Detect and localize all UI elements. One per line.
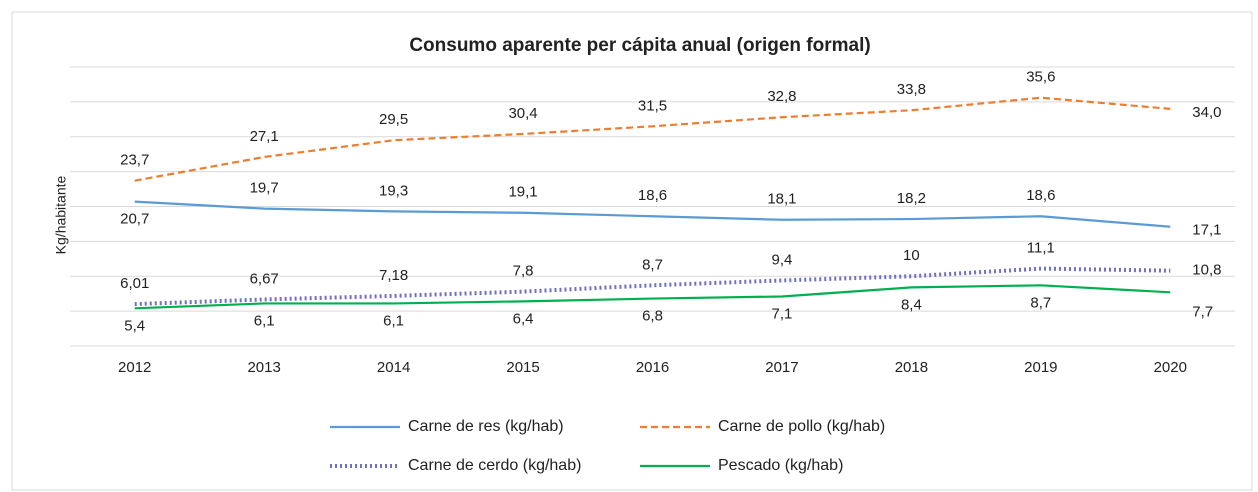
data-label: 32,8 (767, 88, 796, 105)
data-label: 20,7 (120, 211, 149, 228)
x-tick-label: 2013 (247, 359, 280, 376)
data-label: 9,4 (772, 251, 793, 268)
data-label: 7,7 (1192, 303, 1213, 320)
x-tick-label: 2014 (377, 359, 410, 376)
data-label: 17,1 (1192, 222, 1221, 239)
data-label: 7,1 (772, 305, 793, 322)
data-label: 6,4 (513, 310, 534, 327)
data-label: 18,6 (1026, 187, 1055, 204)
data-label: 6,1 (254, 312, 275, 329)
chart-frame (11, 11, 1253, 491)
legend-label: Pescado (kg/hab) (718, 457, 843, 474)
data-label: 19,3 (379, 182, 408, 199)
chart-title: Consumo aparente per cápita anual (orige… (409, 35, 870, 56)
data-label: 5,4 (124, 317, 145, 334)
data-label: 30,4 (508, 105, 537, 122)
data-label: 18,2 (897, 190, 926, 207)
series-line (134, 284, 1171, 310)
data-label: 8,7 (1030, 294, 1051, 311)
x-tick-label: 2012 (118, 359, 151, 376)
data-label: 31,5 (638, 97, 667, 114)
x-tick-label: 2020 (1154, 359, 1187, 376)
x-tick-label: 2015 (506, 359, 539, 376)
data-label: 35,6 (1026, 69, 1055, 86)
data-label: 10,8 (1192, 262, 1221, 279)
data-label: 7,18 (379, 267, 408, 284)
data-label: 19,1 (508, 184, 537, 201)
data-label: 34,0 (1192, 104, 1221, 121)
data-label: 6,1 (383, 312, 404, 329)
data-label: 6,67 (250, 270, 279, 287)
data-label: 6,8 (642, 308, 663, 325)
series-line (134, 200, 1171, 228)
data-label: 8,7 (642, 256, 663, 273)
data-label: 19,7 (250, 180, 279, 197)
data-label: 33,8 (897, 81, 926, 98)
data-label: 18,1 (767, 191, 796, 208)
x-tick-label: 2019 (1024, 359, 1057, 376)
data-label: 7,8 (513, 263, 534, 280)
x-tick-label: 2016 (636, 359, 669, 376)
data-label: 18,6 (638, 187, 667, 204)
x-tick-label: 2017 (765, 359, 798, 376)
data-label: 10 (903, 247, 920, 264)
legend-label: Carne de cerdo (kg/hab) (408, 457, 581, 474)
data-label: 8,4 (901, 296, 922, 313)
x-tick-label: 2018 (895, 359, 928, 376)
data-label: 27,1 (250, 128, 279, 145)
data-label: 29,5 (379, 111, 408, 128)
y-axis-label: Kg/habitante (53, 175, 69, 254)
legend-label: Carne de res (kg/hab) (408, 418, 564, 435)
series-line (134, 96, 1171, 182)
data-label: 23,7 (120, 152, 149, 169)
legend-label: Carne de pollo (kg/hab) (718, 418, 885, 435)
data-label: 6,01 (120, 275, 149, 292)
data-label: 11,1 (1027, 240, 1055, 257)
